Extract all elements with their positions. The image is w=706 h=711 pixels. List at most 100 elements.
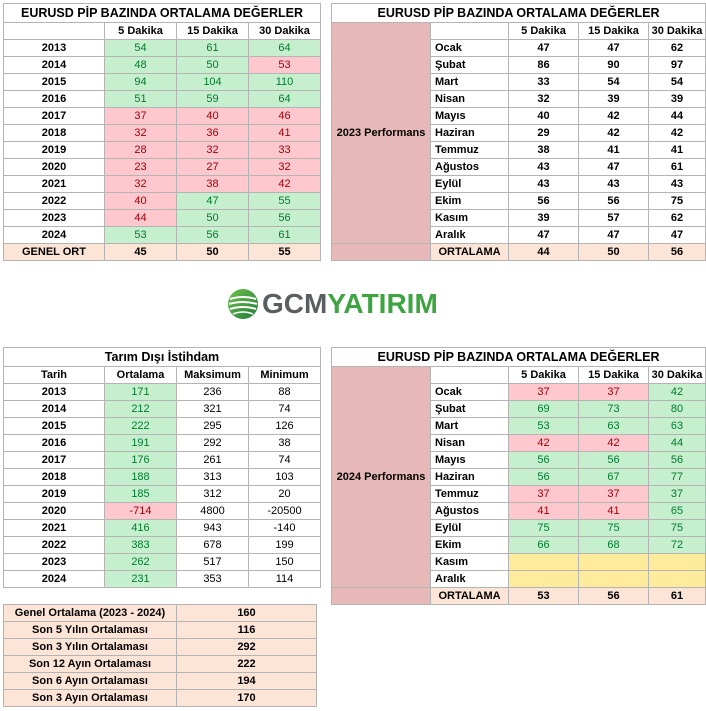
- t4-value-cell: 66: [508, 536, 579, 554]
- t4-value-cell: 63: [578, 417, 649, 435]
- nonfarm-max-cell: 313: [176, 468, 249, 486]
- yearly-value-cell: 47: [176, 192, 249, 210]
- nonfarm-year-cell: 2020: [3, 502, 105, 520]
- t4-month-cell: Mayıs: [430, 451, 509, 469]
- nonfarm-row: 2024 231 353 114: [3, 570, 321, 588]
- yearly-header-5min: 5 Dakika: [104, 22, 177, 40]
- nonfarm-row: 2018 188 313 103: [3, 468, 321, 486]
- t2-value-cell: 90: [578, 56, 649, 74]
- t2-value-cell: 75: [648, 192, 706, 210]
- t2-header-row: 2023 Performans 5 Dakika 15 Dakika 30 Dakik…: [331, 22, 706, 244]
- t4-month-cell: Şubat: [430, 400, 509, 418]
- yearly-value-cell: 61: [248, 226, 321, 244]
- yearly-header-15min: 15 Dakika: [176, 22, 249, 40]
- yearly-footer-value: 50: [176, 243, 249, 261]
- nonfarm-min-cell: -140: [248, 519, 321, 537]
- yearly-value-cell: 55: [248, 192, 321, 210]
- t4-value-cell: 75: [578, 519, 649, 537]
- yearly-value-cell: 51: [104, 90, 177, 108]
- yearly-value-cell: 56: [248, 209, 321, 227]
- t2-month-cell: Kasım: [430, 209, 509, 227]
- t4-footer-row: ORTALAMA 53 56 61: [331, 587, 706, 605]
- t2-value-cell: 38: [508, 141, 579, 159]
- t2-month-cell: Şubat: [430, 56, 509, 74]
- nonfarm-average-cell: 171: [104, 383, 177, 401]
- t4-footer-value: 53: [508, 587, 579, 605]
- t2-value-cell: 47: [578, 226, 649, 244]
- t4-footer-value: 61: [648, 587, 706, 605]
- t4-value-cell: 67: [578, 468, 649, 486]
- t2-header-month-blank: [430, 22, 509, 40]
- nonfarm-max-cell: 353: [176, 570, 249, 588]
- t4-value-cell: 53: [508, 417, 579, 435]
- nonfarm-min-cell: 38: [248, 434, 321, 452]
- nonfarm-max-cell: 236: [176, 383, 249, 401]
- yearly-value-cell: 32: [104, 175, 177, 193]
- yearly-row: 2015 94 104 110: [3, 73, 321, 91]
- t2-month-cell: Ekim: [430, 192, 509, 210]
- nonfarm-average-cell: 191: [104, 434, 177, 452]
- t4-value-cell: 56: [578, 451, 649, 469]
- yearly-value-cell: 23: [104, 158, 177, 176]
- t2-side-label: 2023 Performans: [331, 22, 431, 244]
- t2-month-cell: Ocak: [430, 39, 509, 57]
- t4-value-cell: 44: [648, 434, 706, 452]
- yearly-value-cell: 28: [104, 141, 177, 159]
- nonfarm-max-cell: 261: [176, 451, 249, 469]
- nonfarm-row: 2023 262 517 150: [3, 553, 321, 571]
- nonfarm-min-cell: 114: [248, 570, 321, 588]
- t4-month-cell: Mart: [430, 417, 509, 435]
- t2-header-interval: 15 Dakika: [578, 22, 649, 40]
- globe-icon: [228, 289, 258, 319]
- monthly-2023-table: EURUSD PİP BAZINDA ORTALAMA DEĞERLER 202…: [331, 3, 706, 261]
- yearly-row: 2020 23 27 32: [3, 158, 321, 176]
- nonfarm-max-cell: 678: [176, 536, 249, 554]
- yearly-year-cell: 2016: [3, 90, 105, 108]
- t4-side-label: 2024 Performans: [331, 366, 431, 588]
- monthly-2024-title: EURUSD PİP BAZINDA ORTALAMA DEĞERLER: [331, 347, 706, 367]
- t2-value-cell: 56: [508, 192, 579, 210]
- nonfarm-min-cell: 74: [248, 400, 321, 418]
- t2-month-row: Mayıs 40 42 44: [332, 107, 706, 125]
- t4-footer-label: ORTALAMA: [430, 587, 509, 605]
- t4-value-cell: 56: [508, 468, 579, 486]
- yearly-row: 2017 37 40 46: [3, 107, 321, 125]
- t4-value-cell: 37: [508, 485, 579, 503]
- t4-month-cell: Ekim: [430, 536, 509, 554]
- yearly-pip-average-table: EURUSD PİP BAZINDA ORTALAMA DEĞERLER 5 D…: [3, 3, 321, 261]
- yearly-value-cell: 42: [248, 175, 321, 193]
- t4-value-cell: 41: [508, 502, 579, 520]
- nonfarm-year-cell: 2014: [3, 400, 105, 418]
- nonfarm-payrolls-table: Tarım Dışı İstihdam Tarih Ortalama Maksi…: [3, 347, 321, 588]
- t4-header-row: 2024 Performans 5 Dakika 15 Dakika 30 Dakik…: [331, 366, 706, 588]
- yearly-footer-value: 55: [248, 243, 321, 261]
- nonfarm-header-minimum: Minimum: [248, 366, 321, 384]
- yearly-value-cell: 110: [248, 73, 321, 91]
- t4-value-cell: 37: [578, 383, 649, 401]
- t2-footer-blank: [331, 243, 431, 261]
- yearly-value-cell: 59: [176, 90, 249, 108]
- yearly-header-blank: [3, 22, 105, 40]
- t4-month-row: Mart 53 63 63: [332, 417, 706, 435]
- t4-value-cell: 75: [508, 519, 579, 537]
- t4-header-interval: 15 Dakika: [578, 366, 649, 384]
- t2-month-row: Eylül 43 43 43: [332, 175, 706, 193]
- t2-month-cell: Haziran: [430, 124, 509, 142]
- nonfarm-average-cell: 383: [104, 536, 177, 554]
- t4-footer-value: 56: [578, 587, 649, 605]
- yearly-footer-value: 45: [104, 243, 177, 261]
- nonfarm-year-cell: 2018: [3, 468, 105, 486]
- yearly-value-cell: 50: [176, 209, 249, 227]
- nonfarm-min-cell: 103: [248, 468, 321, 486]
- t2-value-cell: 42: [578, 124, 649, 142]
- t2-value-cell: 62: [648, 39, 706, 57]
- yearly-year-cell: 2017: [3, 107, 105, 125]
- yearly-value-cell: 41: [248, 124, 321, 142]
- t4-value-cell: 69: [508, 400, 579, 418]
- yearly-row: 2022 40 47 55: [3, 192, 321, 210]
- yearly-year-cell: 2020: [3, 158, 105, 176]
- nonfarm-row: 2016 191 292 38: [3, 434, 321, 452]
- yearly-row: 2019 28 32 33: [3, 141, 321, 159]
- summary-label-cell: Son 3 Yılın Ortalaması: [3, 638, 177, 656]
- yearly-year-cell: 2019: [3, 141, 105, 159]
